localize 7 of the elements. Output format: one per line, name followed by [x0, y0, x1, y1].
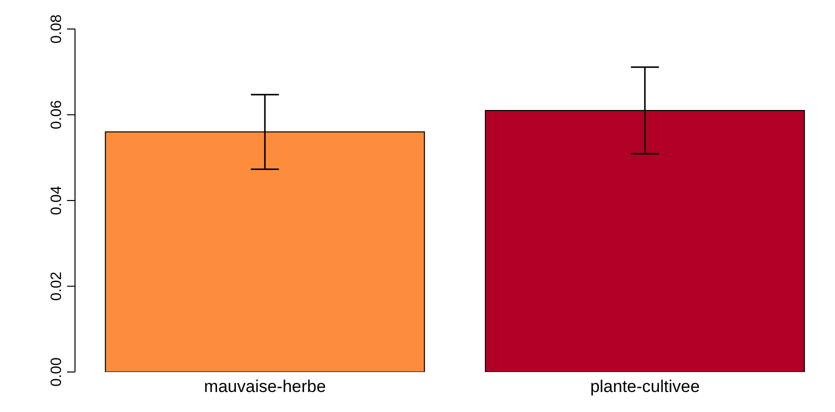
y-tick-label: 0.02	[48, 272, 65, 301]
y-tick-label: 0.08	[48, 14, 65, 44]
y-tick-label: 0.00	[48, 357, 65, 387]
x-tick-label: mauvaise-herbe	[204, 377, 326, 396]
y-tick-label: 0.06	[48, 100, 65, 130]
x-tick-label: plante-cultivee	[590, 377, 700, 396]
y-tick-label: 0.04	[48, 186, 65, 216]
